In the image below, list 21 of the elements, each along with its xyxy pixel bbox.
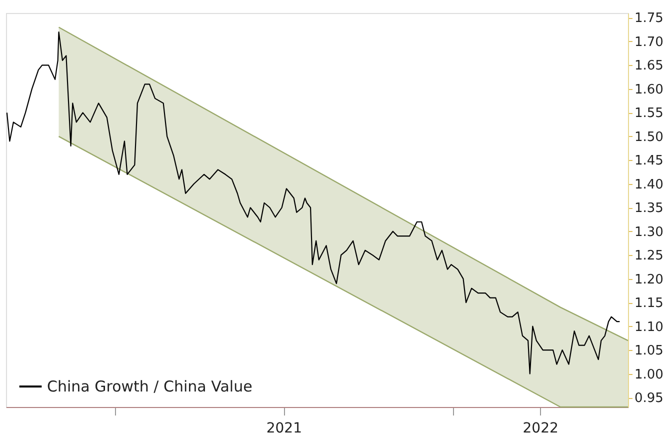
y-tick-label: 0.95	[634, 391, 664, 406]
y-tick-label: 1.15	[634, 296, 664, 312]
y-tick-label: 1.30	[634, 224, 664, 240]
y-tick-label: 1.00	[634, 367, 664, 382]
y-tick-label: 1.75	[634, 11, 664, 26]
line-series	[6, 31, 620, 374]
y-tick-label: 1.70	[634, 34, 664, 50]
y-tick-label: 1.65	[634, 58, 664, 74]
y-tick-label: 1.50	[634, 130, 664, 145]
legend-label: China Growth / China Value	[47, 378, 252, 396]
y-tick-label: 1.45	[634, 154, 664, 169]
y-tick-label: 1.40	[634, 177, 664, 192]
x-tick-label: 2022	[522, 420, 558, 436]
y-tick-label: 1.25	[634, 248, 664, 264]
y-tick-label: 1.05	[634, 344, 664, 359]
y-tick-label: 1.10	[634, 320, 664, 335]
y-tick-label: 1.20	[634, 272, 664, 288]
y-tick-label: 1.60	[634, 82, 664, 98]
y-tick-label: 1.35	[634, 201, 664, 216]
x-tick-label: 2021	[266, 420, 302, 436]
y-tick-label: 1.55	[634, 106, 664, 122]
